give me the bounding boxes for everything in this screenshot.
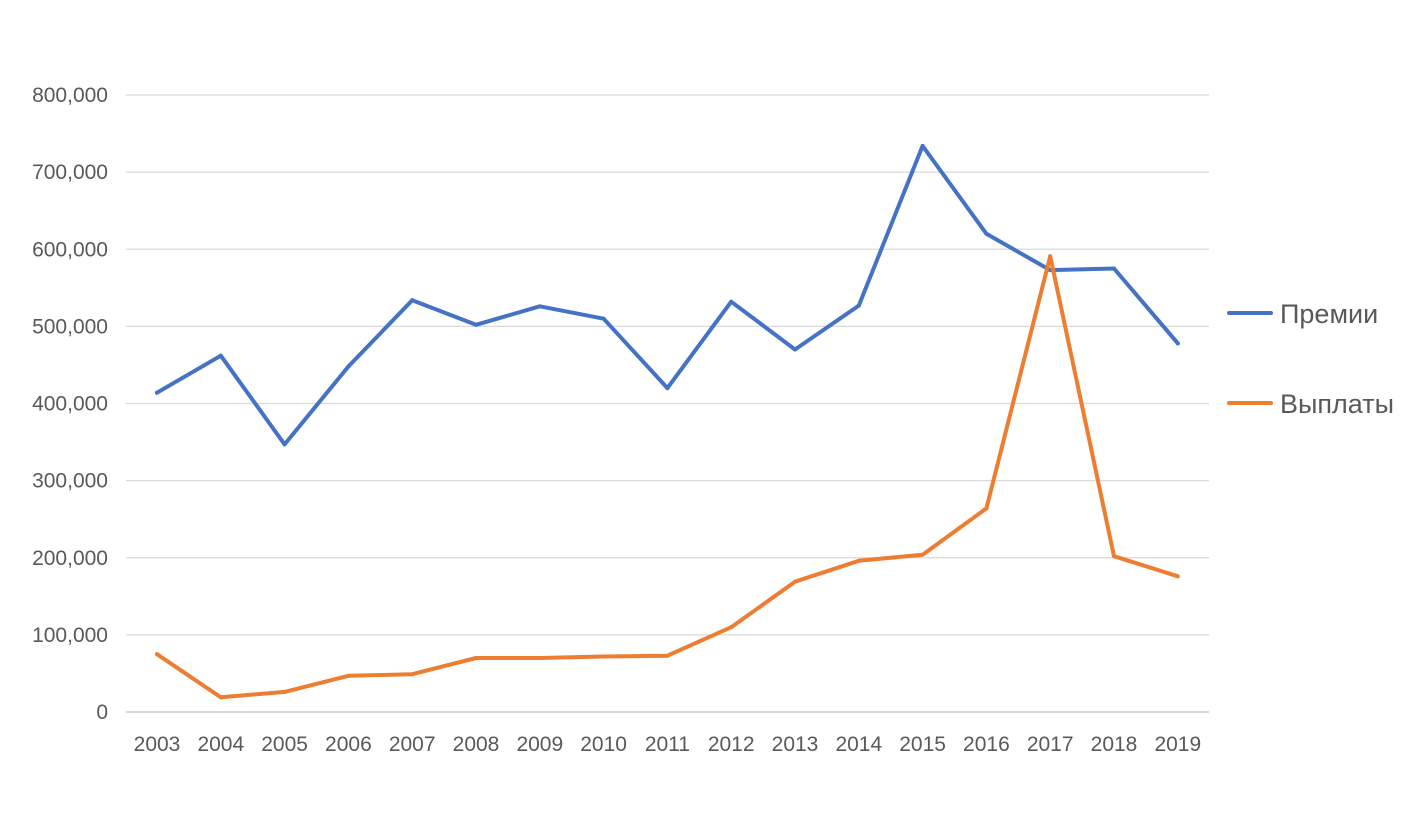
series-1-point bbox=[601, 316, 606, 321]
x-tick-label: 2003 bbox=[134, 733, 181, 756]
series-2-group bbox=[155, 254, 1180, 700]
series-2-point bbox=[1048, 254, 1053, 259]
series-1-group bbox=[155, 143, 1180, 447]
series-1-point bbox=[218, 353, 223, 358]
series bbox=[155, 143, 1180, 700]
y-tick-label: 500,000 bbox=[32, 315, 108, 338]
legend-item: Выплаты bbox=[1227, 389, 1394, 419]
series-2-point bbox=[218, 695, 223, 700]
series-1-point bbox=[665, 386, 670, 391]
series-2-point bbox=[1112, 554, 1116, 559]
x-tick-label: 2015 bbox=[899, 733, 946, 756]
x-tick-label: 2017 bbox=[1027, 733, 1074, 756]
series-2-point bbox=[984, 506, 989, 511]
y-tick-label: 0 bbox=[96, 701, 108, 724]
x-tick-label: 2019 bbox=[1154, 733, 1201, 756]
series-1-point bbox=[282, 442, 287, 447]
legend: Премии Выплаты bbox=[1227, 299, 1394, 419]
y-tick-label: 300,000 bbox=[32, 470, 108, 493]
x-tick-label: 2014 bbox=[835, 733, 882, 756]
x-tick-label: 2012 bbox=[708, 733, 755, 756]
series-1-point bbox=[729, 299, 734, 304]
series-1-point bbox=[346, 364, 351, 369]
x-tick-label: 2005 bbox=[261, 733, 308, 756]
x-tick-label: 2009 bbox=[516, 733, 563, 756]
series-2-point bbox=[537, 656, 542, 661]
series-2-point bbox=[920, 552, 925, 557]
x-axis: 2003 2004 2005 2006 2007 2008 2009 2010 2011 2012… bbox=[134, 733, 1202, 756]
series-1-point bbox=[537, 304, 542, 309]
series-1-point bbox=[856, 303, 861, 308]
x-tick-label: 2013 bbox=[772, 733, 819, 756]
y-tick-label: 400,000 bbox=[32, 393, 108, 416]
series-2-point bbox=[729, 625, 734, 630]
series-1-point bbox=[1112, 266, 1116, 271]
series-2-point bbox=[856, 558, 861, 563]
series-1-point bbox=[474, 322, 478, 327]
legend-label: Выплаты bbox=[1280, 389, 1394, 419]
series-2-point bbox=[155, 652, 159, 657]
x-tick-label: 2011 bbox=[645, 733, 690, 756]
series-1-point bbox=[155, 390, 159, 395]
x-tick-label: 2018 bbox=[1091, 733, 1138, 756]
x-tick-label: 2007 bbox=[389, 733, 436, 756]
x-tick-label: 2010 bbox=[580, 733, 627, 756]
y-axis: 0 100,000 200,000 300,000 400,000 500,000 600,… bbox=[32, 84, 108, 724]
y-tick-label: 700,000 bbox=[32, 161, 108, 184]
series-1-point bbox=[410, 298, 415, 303]
y-tick-label: 800,000 bbox=[32, 84, 108, 107]
series-1-point bbox=[984, 231, 989, 236]
x-tick-label: 2008 bbox=[453, 733, 500, 756]
y-tick-label: 100,000 bbox=[32, 624, 108, 647]
series-2-point bbox=[410, 672, 415, 677]
series-2-point bbox=[665, 653, 670, 658]
series-2-point bbox=[1175, 574, 1180, 579]
x-tick-label: 2004 bbox=[197, 733, 244, 756]
legend-item: Премии bbox=[1227, 299, 1378, 329]
series-1-line bbox=[155, 143, 1180, 447]
series-2-line bbox=[155, 254, 1180, 700]
x-tick-label: 2016 bbox=[963, 733, 1010, 756]
x-tick-label: 2006 bbox=[325, 733, 372, 756]
y-tick-label: 200,000 bbox=[32, 547, 108, 570]
gridlines bbox=[126, 94, 1209, 713]
legend-label: Премии bbox=[1280, 299, 1378, 329]
series-2-point bbox=[793, 579, 797, 584]
series-2-point bbox=[346, 673, 351, 678]
series-1-point bbox=[1175, 341, 1180, 346]
series-1-point bbox=[920, 143, 925, 148]
series-2-point bbox=[282, 689, 287, 694]
series-1-point bbox=[793, 347, 797, 352]
series-2-point bbox=[601, 654, 606, 659]
y-tick-label: 600,000 bbox=[32, 238, 108, 261]
series-2-point bbox=[474, 656, 478, 661]
